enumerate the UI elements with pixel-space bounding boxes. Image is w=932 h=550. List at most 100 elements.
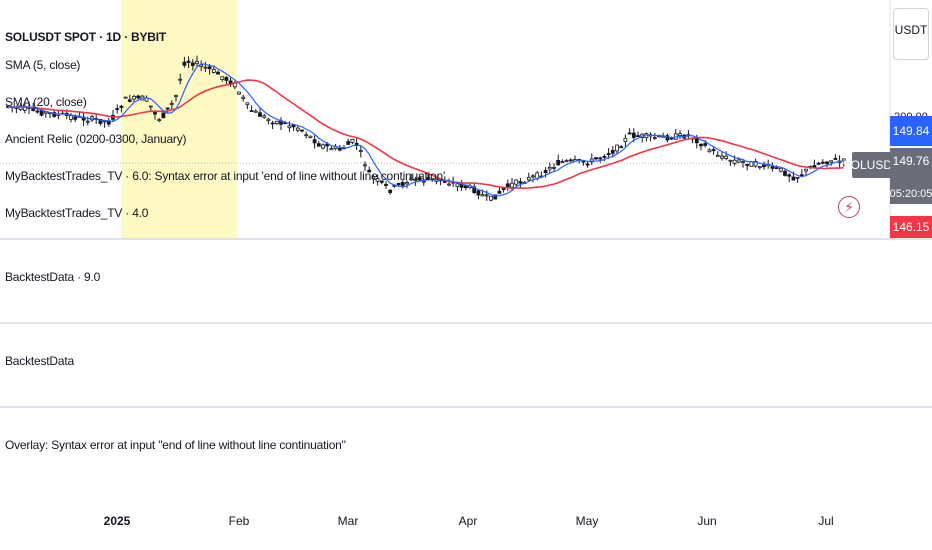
- chart-title: SOLUSDT SPOT · 1D · BYBIT: [5, 30, 167, 44]
- time-tick: Jul: [818, 514, 834, 528]
- candle-body: [216, 71, 220, 75]
- pane-backtest-data-9[interactable]: BacktestData · 9.0: [0, 238, 932, 322]
- candle-body: [480, 194, 485, 197]
- time-axis[interactable]: 2025 Feb Mar Apr May Jun Jul: [0, 500, 932, 550]
- candle-body: [69, 115, 73, 120]
- candle-body: [825, 161, 829, 165]
- candle-body: [157, 119, 162, 122]
- candle-body: [85, 120, 90, 123]
- candle-body: [531, 175, 535, 178]
- candle-body: [274, 120, 279, 125]
- candle-body: [266, 118, 271, 121]
- candle-body: [270, 122, 275, 125]
- candle-body: [497, 190, 502, 194]
- candle-body: [619, 146, 624, 149]
- candle-body: [220, 76, 225, 80]
- session-highlight: [121, 0, 237, 238]
- sma-20-line: [7, 79, 844, 190]
- candle-body: [346, 141, 351, 145]
- candle-body: [732, 159, 737, 164]
- candle-body: [711, 149, 716, 152]
- candle-body: [598, 157, 603, 160]
- candle-body: [543, 170, 548, 173]
- candle-body: [127, 99, 132, 102]
- candle-body: [715, 154, 720, 157]
- candle-body: [287, 125, 292, 129]
- candle-body: [211, 68, 216, 73]
- candle-body: [518, 181, 523, 184]
- candle-body: [329, 148, 334, 151]
- candle-body: [363, 164, 367, 167]
- candle-body: [778, 167, 783, 172]
- candle-body: [375, 178, 380, 182]
- candle-body: [472, 186, 477, 194]
- price-label-last: 149.76: [890, 148, 932, 184]
- candle-body: [178, 78, 183, 81]
- candle-body: [291, 124, 296, 128]
- legend-backtest-trades-4[interactable]: MyBacktestTrades_TV · 4.0: [5, 206, 149, 220]
- candle-body: [379, 180, 384, 183]
- lightning-icon[interactable]: ⚡: [838, 196, 860, 218]
- candle-body: [799, 174, 804, 177]
- time-tick: Jun: [697, 514, 717, 528]
- candle-body: [745, 163, 750, 166]
- candle-body: [556, 160, 561, 166]
- candle-body: [388, 189, 393, 193]
- candle-body: [421, 180, 426, 183]
- candle-body: [501, 187, 506, 191]
- candle-body: [757, 166, 762, 169]
- candle-body: [52, 112, 57, 117]
- pane-backtest-data[interactable]: BacktestData: [0, 322, 932, 406]
- candle-body: [707, 149, 712, 153]
- legend-sma-20[interactable]: SMA (20, close): [5, 95, 87, 109]
- candle-body: [636, 135, 640, 138]
- candle-body: [174, 95, 178, 97]
- candle-body: [724, 155, 729, 159]
- candle-body: [547, 167, 552, 170]
- candle-body: [703, 143, 708, 146]
- candle-body: [694, 138, 699, 144]
- candle-body: [493, 194, 498, 200]
- price-chart[interactable]: [0, 0, 932, 238]
- candle-body: [455, 183, 460, 187]
- candle-body: [316, 143, 321, 147]
- candle-body: [770, 166, 775, 169]
- legend-sma-5[interactable]: SMA (5, close): [5, 58, 81, 72]
- candle-body: [35, 110, 40, 113]
- price-label-sma-fast: 149.84: [890, 116, 932, 146]
- candle-body: [409, 178, 414, 181]
- candle-body: [484, 194, 489, 197]
- main-chart-pane[interactable]: SOLUSDT SPOT · 1D · BYBIT SMA (5, close)…: [0, 0, 932, 238]
- candle-body: [203, 66, 208, 69]
- time-tick: Apr: [458, 514, 478, 528]
- candle-body: [237, 91, 241, 95]
- candle-body: [245, 102, 250, 106]
- candle-body: [106, 121, 111, 125]
- time-tick: Feb: [228, 514, 250, 528]
- candle-body: [829, 160, 834, 163]
- time-tick: Mar: [337, 514, 359, 528]
- candle-body: [820, 161, 825, 164]
- time-tick: May: [575, 514, 599, 528]
- legend-backtest-trades-6[interactable]: MyBacktestTrades_TV · 6.0: Syntax error …: [5, 169, 446, 183]
- pane-label: Overlay: Syntax error at input "end of l…: [5, 438, 346, 452]
- candle-body: [337, 148, 342, 151]
- candle-body: [560, 161, 565, 164]
- pane-label: BacktestData: [5, 354, 74, 368]
- candle-body: [31, 108, 36, 111]
- candle-body: [736, 159, 741, 163]
- currency-selector[interactable]: USDT: [893, 8, 929, 60]
- pane-label: BacktestData · 9.0: [5, 270, 101, 284]
- candle-body: [833, 158, 838, 160]
- price-label-sma-slow: 146.15: [890, 216, 932, 238]
- candle-body: [405, 182, 409, 185]
- candle-body: [190, 62, 195, 66]
- candle-body: [795, 176, 800, 179]
- pane-overlay[interactable]: Overlay: Syntax error at input "end of l…: [0, 406, 932, 502]
- legend-ancient-relic[interactable]: Ancient Relic (0200-0300, January): [5, 132, 187, 146]
- candle-body: [699, 143, 703, 147]
- candle-body: [300, 129, 304, 132]
- candle-body: [358, 150, 363, 152]
- candle-body: [400, 182, 405, 186]
- candle-body: [308, 135, 313, 138]
